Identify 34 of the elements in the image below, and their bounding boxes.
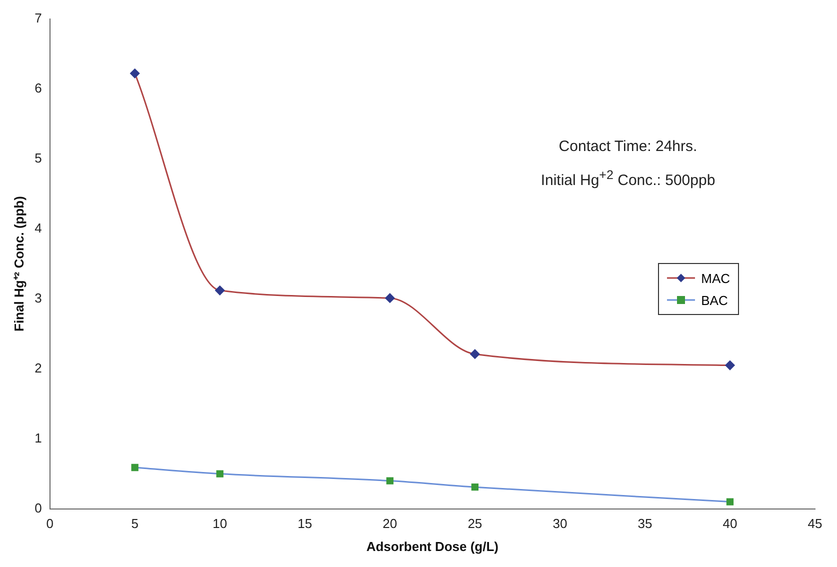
- annotation: Initial Hg$^{+2}$ Conc.: 500ppb: [540, 167, 716, 191]
- point: [131, 464, 138, 472]
- y-tick-label: 7: [34, 10, 42, 26]
- x-tick-label: 25: [468, 516, 482, 532]
- point: [385, 293, 395, 303]
- x-tick-label: 0: [46, 516, 54, 532]
- y-tick-label: 1: [34, 430, 42, 446]
- annotation: Contact Time: 24hrs.: [558, 137, 698, 157]
- y-tick-label: 5: [34, 150, 42, 166]
- y-tick-label: 6: [34, 80, 42, 96]
- y-tick-label: 4: [34, 220, 42, 236]
- x-tick-label: 20: [382, 516, 398, 532]
- point: [215, 286, 225, 296]
- legend-label: BAC: [701, 292, 728, 308]
- x-tick-label: 5: [131, 516, 138, 532]
- point: [216, 470, 224, 478]
- x-tick-label: 35: [638, 516, 652, 532]
- legend-label: MAC: [701, 270, 730, 286]
- x-tick-label: 45: [808, 516, 822, 532]
- point: [470, 349, 480, 359]
- point: [471, 484, 479, 491]
- x-tick-label: 10: [212, 516, 228, 532]
- point: [130, 68, 140, 78]
- point: [725, 360, 735, 370]
- x-tick-label: 40: [722, 516, 738, 532]
- point: [726, 498, 734, 506]
- x-tick-label: 15: [298, 516, 312, 532]
- y-tick-label: 3: [34, 290, 42, 306]
- y-tick-label: 2: [34, 360, 42, 376]
- x-axis-title: Adsorbent Dose (g/L): [366, 538, 498, 554]
- x-tick-label: 30: [552, 516, 568, 532]
- y-tick-label: 0: [34, 500, 42, 516]
- y-axis-title: Final Hg⁺² Conc. (ppb): [11, 196, 26, 332]
- point: [386, 477, 394, 484]
